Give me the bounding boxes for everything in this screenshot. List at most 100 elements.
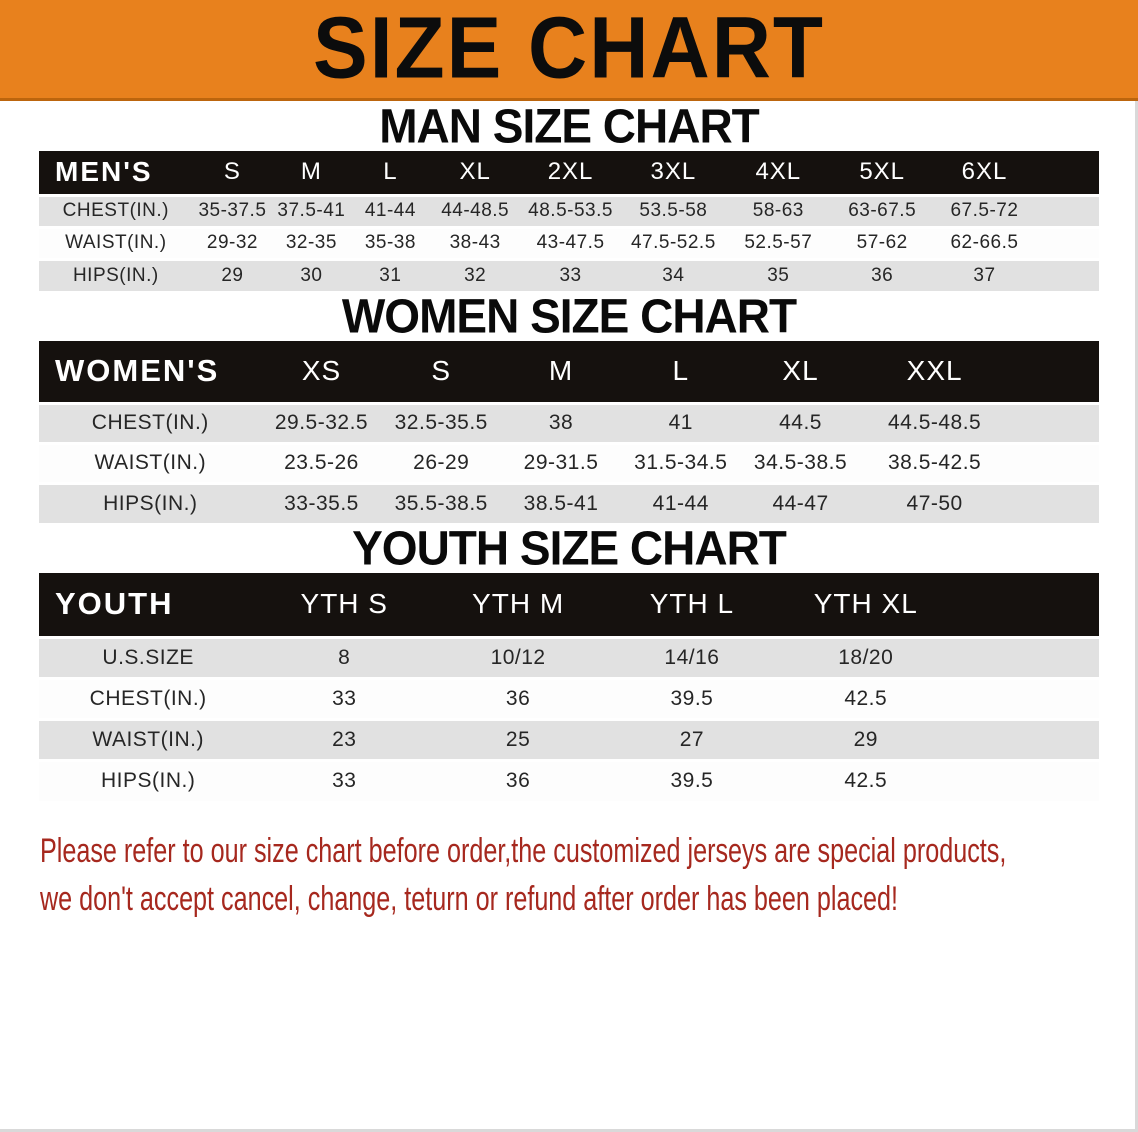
filler-cell (1008, 403, 1099, 443)
size-value-cell: 63-67.5 (830, 195, 934, 227)
size-value-cell: 37.5-41 (272, 195, 351, 227)
size-value-cell: 32 (430, 259, 521, 291)
measurement-label-cell: CHEST(IN.) (39, 678, 258, 719)
filler-cell (1008, 341, 1099, 403)
size-column-header: 6XL (933, 151, 1036, 195)
section-heading-youth: YOUTH SIZE CHART (352, 520, 787, 576)
table-row: WAIST(IN.) 23 25 27 29 (39, 719, 1099, 760)
size-column-header: XXL (860, 341, 1009, 403)
table-title-cell: YOUTH (39, 573, 258, 637)
men-size-table: MEN'S S M L XL 2XL 3XL 4XL 5XL 6XL CHEST(IN.) 35-37… (39, 151, 1099, 291)
size-value-cell: 36 (431, 678, 606, 719)
size-value-cell: 29 (778, 719, 953, 760)
size-value-cell: 53.5-58 (620, 195, 726, 227)
size-value-cell: 62-66.5 (933, 227, 1036, 259)
size-value-cell: 42.5 (778, 760, 953, 801)
disclaimer-line-1: Please refer to our size chart before or… (40, 827, 1138, 875)
disclaimer: Please refer to our size chart before or… (40, 827, 1138, 923)
size-value-cell: 38.5-42.5 (860, 443, 1009, 483)
filler-cell (1035, 195, 1099, 227)
section-heading-women: WOMEN SIZE CHART (341, 288, 797, 344)
size-value-cell: 23.5-26 (261, 443, 382, 483)
disclaimer-text-1: Please refer to our size chart before or… (40, 832, 1007, 870)
section-men: MAN SIZE CHART MEN'S S M L XL 2XL 3XL 4XL 5XL 6XL… (0, 100, 1138, 291)
filler-cell (952, 573, 1099, 637)
measurement-label-cell: U.S.SIZE (39, 637, 258, 678)
table-row: U.S.SIZE 8 10/12 14/16 18/20 (39, 637, 1099, 678)
size-value-cell: 29-31.5 (501, 443, 621, 483)
size-column-header: L (350, 151, 431, 195)
size-column-header: YTH L (605, 573, 779, 637)
size-column-header: 2XL (520, 151, 621, 195)
size-value-cell: 38-43 (430, 227, 521, 259)
section-women: WOMEN SIZE CHART WOMEN'S XS S M L XL XXL CHEST(… (0, 288, 1138, 523)
size-value-cell: 33-35.5 (261, 483, 382, 523)
size-value-cell: 44.5-48.5 (860, 403, 1009, 443)
size-column-header: L (620, 341, 741, 403)
size-value-cell: 36 (431, 760, 606, 801)
table-title-cell: MEN'S (39, 151, 193, 195)
size-value-cell: 42.5 (778, 678, 953, 719)
table-row: CHEST(IN.) 35-37.5 37.5-41 41-44 44-48.5 48.5… (39, 195, 1099, 227)
measurement-label-cell: WAIST(IN.) (39, 719, 258, 760)
size-value-cell: 29.5-32.5 (261, 403, 382, 443)
size-value-cell: 57-62 (830, 227, 934, 259)
table-row: HIPS(IN.) 29 30 31 32 33 34 35 36 37 (39, 259, 1099, 291)
table-header-row: WOMEN'S XS S M L XL XXL (39, 341, 1099, 403)
size-value-cell: 14/16 (605, 637, 779, 678)
table-header-row: YOUTH YTH S YTH M YTH L YTH XL (39, 573, 1099, 637)
size-value-cell: 32.5-35.5 (381, 403, 502, 443)
size-column-header: XL (740, 341, 861, 403)
size-value-cell: 33 (257, 678, 432, 719)
size-value-cell: 44-48.5 (430, 195, 521, 227)
filler-cell (1035, 259, 1099, 291)
table-row: HIPS(IN.) 33 36 39.5 42.5 (39, 760, 1099, 801)
size-value-cell: 44.5 (740, 403, 861, 443)
size-value-cell: 33 (257, 760, 432, 801)
size-value-cell: 27 (605, 719, 779, 760)
size-value-cell: 31 (350, 259, 431, 291)
filler-cell (1008, 443, 1099, 483)
size-value-cell: 35.5-38.5 (381, 483, 502, 523)
women-size-table: WOMEN'S XS S M L XL XXL CHEST(IN.) 29.5-32.5 32.5… (39, 341, 1099, 523)
size-value-cell: 41-44 (350, 195, 431, 227)
table-row: CHEST(IN.) 33 36 39.5 42.5 (39, 678, 1099, 719)
measurement-label-cell: HIPS(IN.) (39, 259, 193, 291)
size-value-cell: 47.5-52.5 (620, 227, 726, 259)
size-column-header: M (272, 151, 351, 195)
size-column-header: YTH M (431, 573, 606, 637)
table-row: CHEST(IN.) 29.5-32.5 32.5-35.5 38 41 44.5 44.5… (39, 403, 1099, 443)
size-value-cell: 37 (933, 259, 1036, 291)
size-value-cell: 33 (520, 259, 621, 291)
filler-cell (1008, 483, 1099, 523)
table-header-row: MEN'S S M L XL 2XL 3XL 4XL 5XL 6XL (39, 151, 1099, 195)
size-value-cell: 23 (257, 719, 432, 760)
table-row: HIPS(IN.) 33-35.5 35.5-38.5 38.5-41 41-44 44-… (39, 483, 1099, 523)
size-value-cell: 58-63 (725, 195, 831, 227)
filler-cell (952, 637, 1099, 678)
size-value-cell: 25 (431, 719, 606, 760)
size-value-cell: 10/12 (431, 637, 606, 678)
size-value-cell: 8 (257, 637, 432, 678)
size-column-header: 5XL (830, 151, 934, 195)
size-value-cell: 41-44 (620, 483, 741, 523)
size-column-header: S (381, 341, 502, 403)
size-value-cell: 34.5-38.5 (740, 443, 861, 483)
measurement-label-cell: HIPS(IN.) (39, 760, 258, 801)
table-row: WAIST(IN.) 23.5-26 26-29 29-31.5 31.5-34.5 34… (39, 443, 1099, 483)
size-value-cell: 39.5 (605, 678, 779, 719)
size-value-cell: 29-32 (192, 227, 273, 259)
size-column-header: YTH S (257, 573, 432, 637)
size-value-cell: 36 (830, 259, 934, 291)
size-value-cell: 39.5 (605, 760, 779, 801)
measurement-label-cell: HIPS(IN.) (39, 483, 262, 523)
size-value-cell: 41 (620, 403, 741, 443)
measurement-label-cell: WAIST(IN.) (39, 227, 193, 259)
size-value-cell: 47-50 (860, 483, 1009, 523)
youth-size-table: YOUTH YTH S YTH M YTH L YTH XL U.S.SIZE 8 10/12… (39, 573, 1099, 801)
size-value-cell: 30 (272, 259, 351, 291)
filler-cell (952, 678, 1099, 719)
disclaimer-line-2: we don't accept cancel, change, teturn o… (40, 875, 1138, 923)
size-value-cell: 43-47.5 (520, 227, 621, 259)
